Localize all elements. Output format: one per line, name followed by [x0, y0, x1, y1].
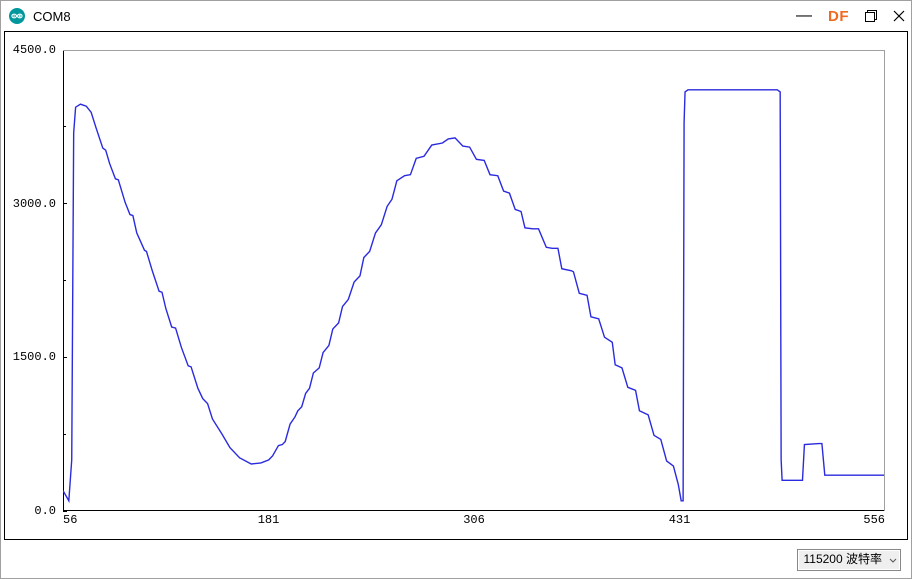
minimize-button[interactable]: —	[796, 8, 812, 24]
maximize-button[interactable]	[865, 10, 877, 22]
arduino-icon	[9, 8, 25, 24]
y-axis-labels: 0.01500.03000.04500.0	[8, 50, 62, 511]
x-tick-label: 56	[63, 513, 77, 527]
y-tick-label: 3000.0	[13, 197, 56, 211]
x-tick-label: 181	[258, 513, 280, 527]
close-button[interactable]	[893, 10, 905, 22]
x-tick-label: 431	[669, 513, 691, 527]
window-controls: — DF	[796, 1, 905, 31]
series-path	[63, 90, 884, 501]
y-tick-label: 0.0	[34, 504, 56, 518]
x-axis-labels: 56 181 306 431 556	[63, 513, 885, 531]
x-tick-label: 306	[463, 513, 485, 527]
plot-area	[63, 50, 885, 511]
line-series	[63, 51, 884, 511]
serial-plotter-window: COM8 — DF 0.0 1500.0 3000.0 4500.0 56 181 306…	[0, 0, 912, 579]
baud-select-wrap[interactable]: 115200 波特率	[797, 549, 902, 571]
bottom-bar: 115200 波特率	[1, 542, 911, 578]
baud-select[interactable]: 115200 波特率	[797, 549, 902, 571]
plot-container: 0.0 1500.0 3000.0 4500.0 56 181 306 431 556	[4, 31, 908, 540]
y-tick-label: 4500.0	[13, 43, 56, 57]
window-title: COM8	[33, 9, 71, 24]
df-badge: DF	[828, 8, 849, 25]
titlebar: COM8 — DF	[1, 1, 911, 31]
x-tick-label: 556	[863, 513, 885, 527]
y-tick-label: 1500.0	[13, 350, 56, 364]
